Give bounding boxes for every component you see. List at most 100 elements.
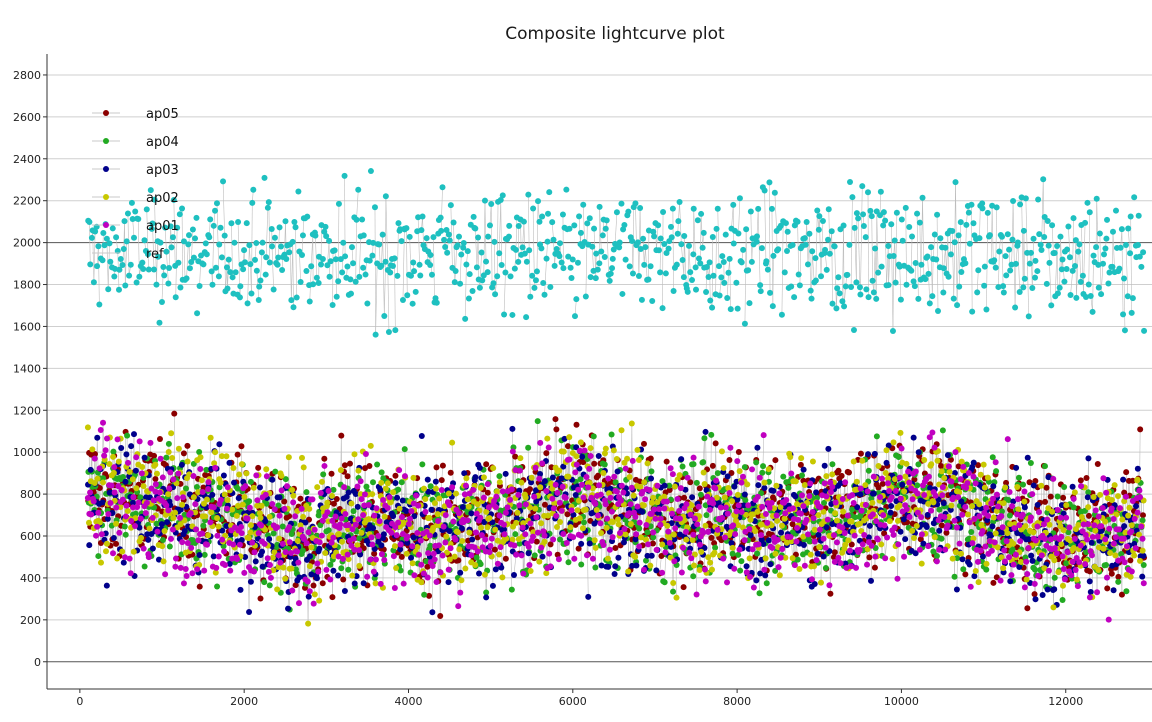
data-point-ap05 [321,455,328,462]
connector-segment [417,217,420,265]
data-point-ap05 [1083,474,1090,481]
connector-segment [1070,270,1073,296]
data-point-ap05 [255,464,262,471]
data-point-ref [283,255,290,262]
data-point-ap04 [565,559,572,566]
data-point-ref [693,286,700,293]
data-point-ref [1020,284,1027,291]
connector-segment [958,222,962,287]
data-point-ap04 [247,478,254,485]
data-point-ap05 [772,457,779,464]
data-point-ap04 [578,561,585,568]
connector-segment [711,237,714,308]
data-point-ref [511,265,518,272]
data-point-ref [271,234,278,241]
data-point-ap05 [297,495,304,502]
connector-segment [829,231,833,254]
data-point-ap05 [344,473,351,480]
data-point-ref [593,250,600,257]
data-point-ref [141,237,148,244]
data-point-ref [688,276,695,283]
data-point-ref [347,290,354,297]
data-point-ap05 [433,464,440,471]
data-point-ref [95,243,102,250]
connector-segment [450,205,453,268]
data-point-ref [145,266,152,273]
data-point-ap05 [838,472,845,479]
connector-segment [528,250,531,297]
data-point-ref [342,253,349,260]
connector-segment [477,237,480,280]
data-point-ref [539,213,546,220]
data-point-ref [160,263,167,270]
connector-segment [359,236,361,277]
data-point-ref [417,272,424,279]
data-point-ref [359,216,366,223]
data-point-ref [926,300,933,307]
data-point-ap05 [612,545,619,552]
data-point-ref [525,191,532,198]
data-point-ap05 [526,486,533,493]
data-point-ref [445,231,452,238]
connector-segment [1060,236,1063,270]
data-point-ap04 [122,531,129,538]
connector-segment [183,241,186,280]
connector-segment [731,204,734,229]
connector-segment [894,455,897,475]
data-point-ref [126,272,133,279]
data-point-ap04 [508,586,515,593]
data-point-ref [304,213,311,220]
connector-segment [1012,201,1016,308]
data-point-ref [194,310,201,317]
data-point-ref [1017,201,1024,208]
data-point-ap04 [261,579,268,586]
data-point-ref [947,251,954,258]
connector-segment [195,529,198,570]
connector-segment [873,248,876,293]
data-point-ref [659,305,666,312]
data-point-ap05 [484,489,491,496]
connector-segment [156,241,159,285]
connector-segment [832,489,835,525]
data-point-ref [842,283,849,290]
data-point-ref [232,269,239,276]
data-point-ref [129,215,136,222]
data-point-ref [1041,233,1048,240]
connector-segment [816,210,820,230]
connector-segment [216,203,220,277]
data-point-ap04 [141,563,148,570]
data-point-ref [710,272,717,279]
data-point-ref [1127,250,1134,257]
data-point-ref [175,259,182,266]
data-point-ref [156,319,163,326]
data-point-ref [924,253,931,260]
data-point-ap05 [696,485,703,492]
data-point-ref [438,227,445,234]
connector-segment [991,205,994,262]
data-point-ref [166,265,173,272]
data-point-ap05 [238,443,245,450]
data-point-ap05 [151,452,158,459]
data-point-ref [582,293,589,300]
connector-segment [928,273,931,304]
data-point-ref [1045,242,1052,249]
data-point-ap05 [735,449,742,456]
data-point-ref [888,221,895,228]
data-point-ref [651,233,658,240]
connector-segment [124,221,126,286]
connector-segment [1088,212,1091,285]
connector-segment [1127,480,1130,517]
connector-segment [976,270,979,293]
data-point-ref [803,218,810,225]
data-point-ref [784,228,791,235]
data-point-ref [908,267,915,274]
data-point-ref [546,189,553,196]
data-point-ap05 [200,484,207,491]
data-point-ref [92,228,99,235]
data-point-ref [385,328,392,335]
data-point-ref [1044,217,1051,224]
data-point-ref [716,263,723,270]
connector-segment [884,537,888,559]
connector-segment [106,238,109,290]
data-point-ap05 [424,563,431,570]
